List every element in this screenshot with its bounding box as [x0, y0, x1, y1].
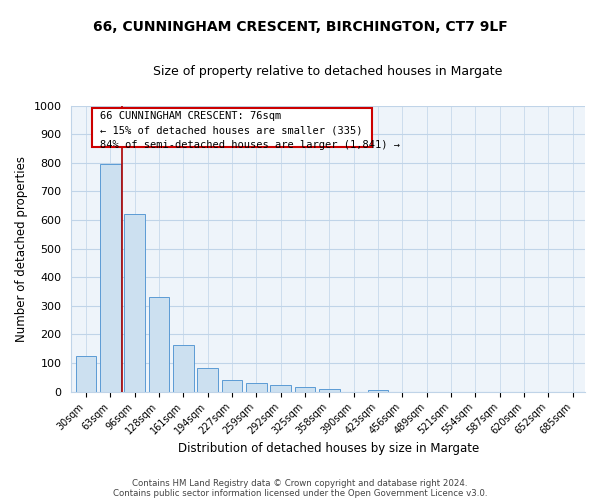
Bar [100, 164, 121, 392]
Bar [271, 384, 291, 392]
Text: Contains HM Land Registry data © Crown copyright and database right 2024.: Contains HM Land Registry data © Crown c… [132, 478, 468, 488]
Text: Contains public sector information licensed under the Open Government Licence v3: Contains public sector information licen… [113, 488, 487, 498]
FancyBboxPatch shape [92, 108, 372, 147]
Bar [368, 390, 388, 392]
Text: 66, CUNNINGHAM CRESCENT, BIRCHINGTON, CT7 9LF: 66, CUNNINGHAM CRESCENT, BIRCHINGTON, CT… [92, 20, 508, 34]
Bar [149, 298, 169, 392]
Bar [173, 345, 194, 392]
X-axis label: Distribution of detached houses by size in Margate: Distribution of detached houses by size … [178, 442, 479, 455]
Bar [124, 214, 145, 392]
Y-axis label: Number of detached properties: Number of detached properties [15, 156, 28, 342]
Bar [246, 383, 266, 392]
Text: 66 CUNNINGHAM CRESCENT: 76sqm
← 15% of detached houses are smaller (335)
84% of : 66 CUNNINGHAM CRESCENT: 76sqm ← 15% of d… [100, 110, 400, 150]
Bar [319, 389, 340, 392]
Bar [76, 356, 96, 392]
Bar [295, 388, 316, 392]
Title: Size of property relative to detached houses in Margate: Size of property relative to detached ho… [154, 65, 503, 78]
Bar [197, 368, 218, 392]
Bar [221, 380, 242, 392]
